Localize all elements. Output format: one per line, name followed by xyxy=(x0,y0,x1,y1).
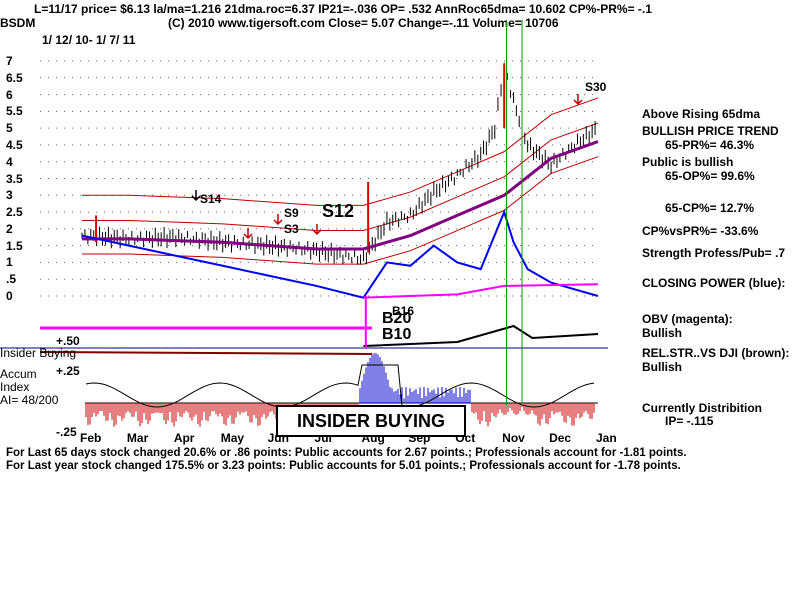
signal-s30: S30 xyxy=(585,80,607,94)
symbol-label: BSDM xyxy=(0,16,36,30)
cpvspr: CP%vsPR%= -33.6% xyxy=(642,224,759,238)
y-tick-label: 4.5 xyxy=(6,137,23,152)
ma65-line xyxy=(82,140,599,251)
header-line1: L=11/17 price= $6.13 la/ma=1.216 21dma.r… xyxy=(34,2,652,16)
closing-power-label: CLOSING POWER (blue): xyxy=(642,276,786,290)
y-tick-label: 4 xyxy=(6,154,13,169)
x-tick-label: Feb xyxy=(80,431,102,445)
cp65: 65-CP%= 12.7% xyxy=(665,201,755,215)
arrow-s3 xyxy=(243,228,253,240)
signal-s12: S12 xyxy=(322,201,355,221)
insider-buying-box: INSIDER BUYING xyxy=(276,405,466,437)
header-line2: (C) 2010 www.tigersoft.com Close= 5.07 C… xyxy=(168,16,559,30)
y-tick-label: 5.5 xyxy=(6,104,23,119)
price-bars xyxy=(81,62,596,265)
obv-line xyxy=(363,283,599,299)
above-rising: Above Rising 65dma xyxy=(642,107,761,121)
y-tick-label: 2 xyxy=(6,221,13,236)
relstr-line xyxy=(363,324,599,347)
relstr-label: REL.STR..VS DJI (brown): xyxy=(642,346,790,360)
x-tick-label: Apr xyxy=(173,431,195,445)
relstr-value: Bullish xyxy=(642,360,683,374)
y-tick-label: 1.5 xyxy=(6,238,23,253)
signal-s3: S3 xyxy=(284,222,299,236)
x-tick-label: May xyxy=(220,431,245,445)
y-tick-label: .5 xyxy=(6,272,17,287)
closing-power-line xyxy=(81,209,599,299)
x-tick-label: Nov xyxy=(502,431,525,445)
strength: Strength Profess/Pub= .7 xyxy=(642,246,786,260)
y-tick-label: 6 xyxy=(6,87,13,102)
accum-label: Accum xyxy=(0,367,37,381)
obv-label: OBV (magenta): xyxy=(642,312,733,326)
y-tick-label: 3 xyxy=(6,188,13,203)
currently-label: Currently Distribition xyxy=(642,401,763,415)
series-lines xyxy=(81,20,599,405)
signal-s9: S9 xyxy=(284,206,299,220)
obv-value: Bullish xyxy=(642,326,683,340)
band-line xyxy=(82,122,599,232)
accum-minus25: -.25 xyxy=(56,425,77,439)
op65: 65-OP%= 99.6% xyxy=(665,169,755,183)
accum-line xyxy=(85,364,595,408)
arrow-s12 xyxy=(312,224,322,236)
y-tick-label: 5 xyxy=(6,121,13,136)
footer-line2: For Last year stock changed 175.5% or 3.… xyxy=(6,460,681,472)
y-tick-label: 7 xyxy=(6,54,13,68)
signal-markers xyxy=(191,94,583,240)
y-tick-label: 0 xyxy=(6,289,13,303)
y-tick-label: 6.5 xyxy=(6,70,23,85)
date-range: 1/ 12/ 10- 1/ 7/ 11 xyxy=(42,33,136,47)
arrow-s9 xyxy=(273,214,283,226)
x-tick-label: Dec xyxy=(549,431,572,445)
insider-buying-text: INSIDER BUYING xyxy=(296,410,446,431)
accum-plus25: +.25 xyxy=(56,364,80,378)
ai-label: AI= 48/200 xyxy=(0,393,59,407)
price-bands xyxy=(82,97,599,265)
index-label: Index xyxy=(0,380,30,394)
ip-value: IP= -.115 xyxy=(665,414,714,428)
arrow-s14 xyxy=(191,190,201,202)
insider-side-label: Insider Buying xyxy=(0,346,77,360)
x-tick-label: Mar xyxy=(126,431,149,445)
bullish-price-trend: BULLISH PRICE TREND xyxy=(642,124,779,138)
accum-plus50: +.50 xyxy=(56,334,80,348)
signal-s14: S14 xyxy=(200,192,222,206)
footer-line1: For Last 65 days stock changed 20.6% or … xyxy=(6,447,687,459)
band-line xyxy=(82,156,599,265)
pr65: 65-PR%= 46.3% xyxy=(665,138,755,152)
y-tick-label: 2.5 xyxy=(6,205,23,220)
y-tick-label: 3.5 xyxy=(6,171,23,186)
band-line xyxy=(82,97,599,206)
relstr-line-flat xyxy=(39,351,373,355)
y-tick-label: 1 xyxy=(6,255,13,270)
arrow-s30 xyxy=(573,94,583,106)
x-tick-label: Jan xyxy=(596,431,617,445)
signal-b10: B10 xyxy=(382,326,412,343)
public-bullish: Public is bullish xyxy=(642,155,734,169)
signal-b20: B20 xyxy=(382,310,412,327)
signal-b16: B16 xyxy=(392,304,415,318)
